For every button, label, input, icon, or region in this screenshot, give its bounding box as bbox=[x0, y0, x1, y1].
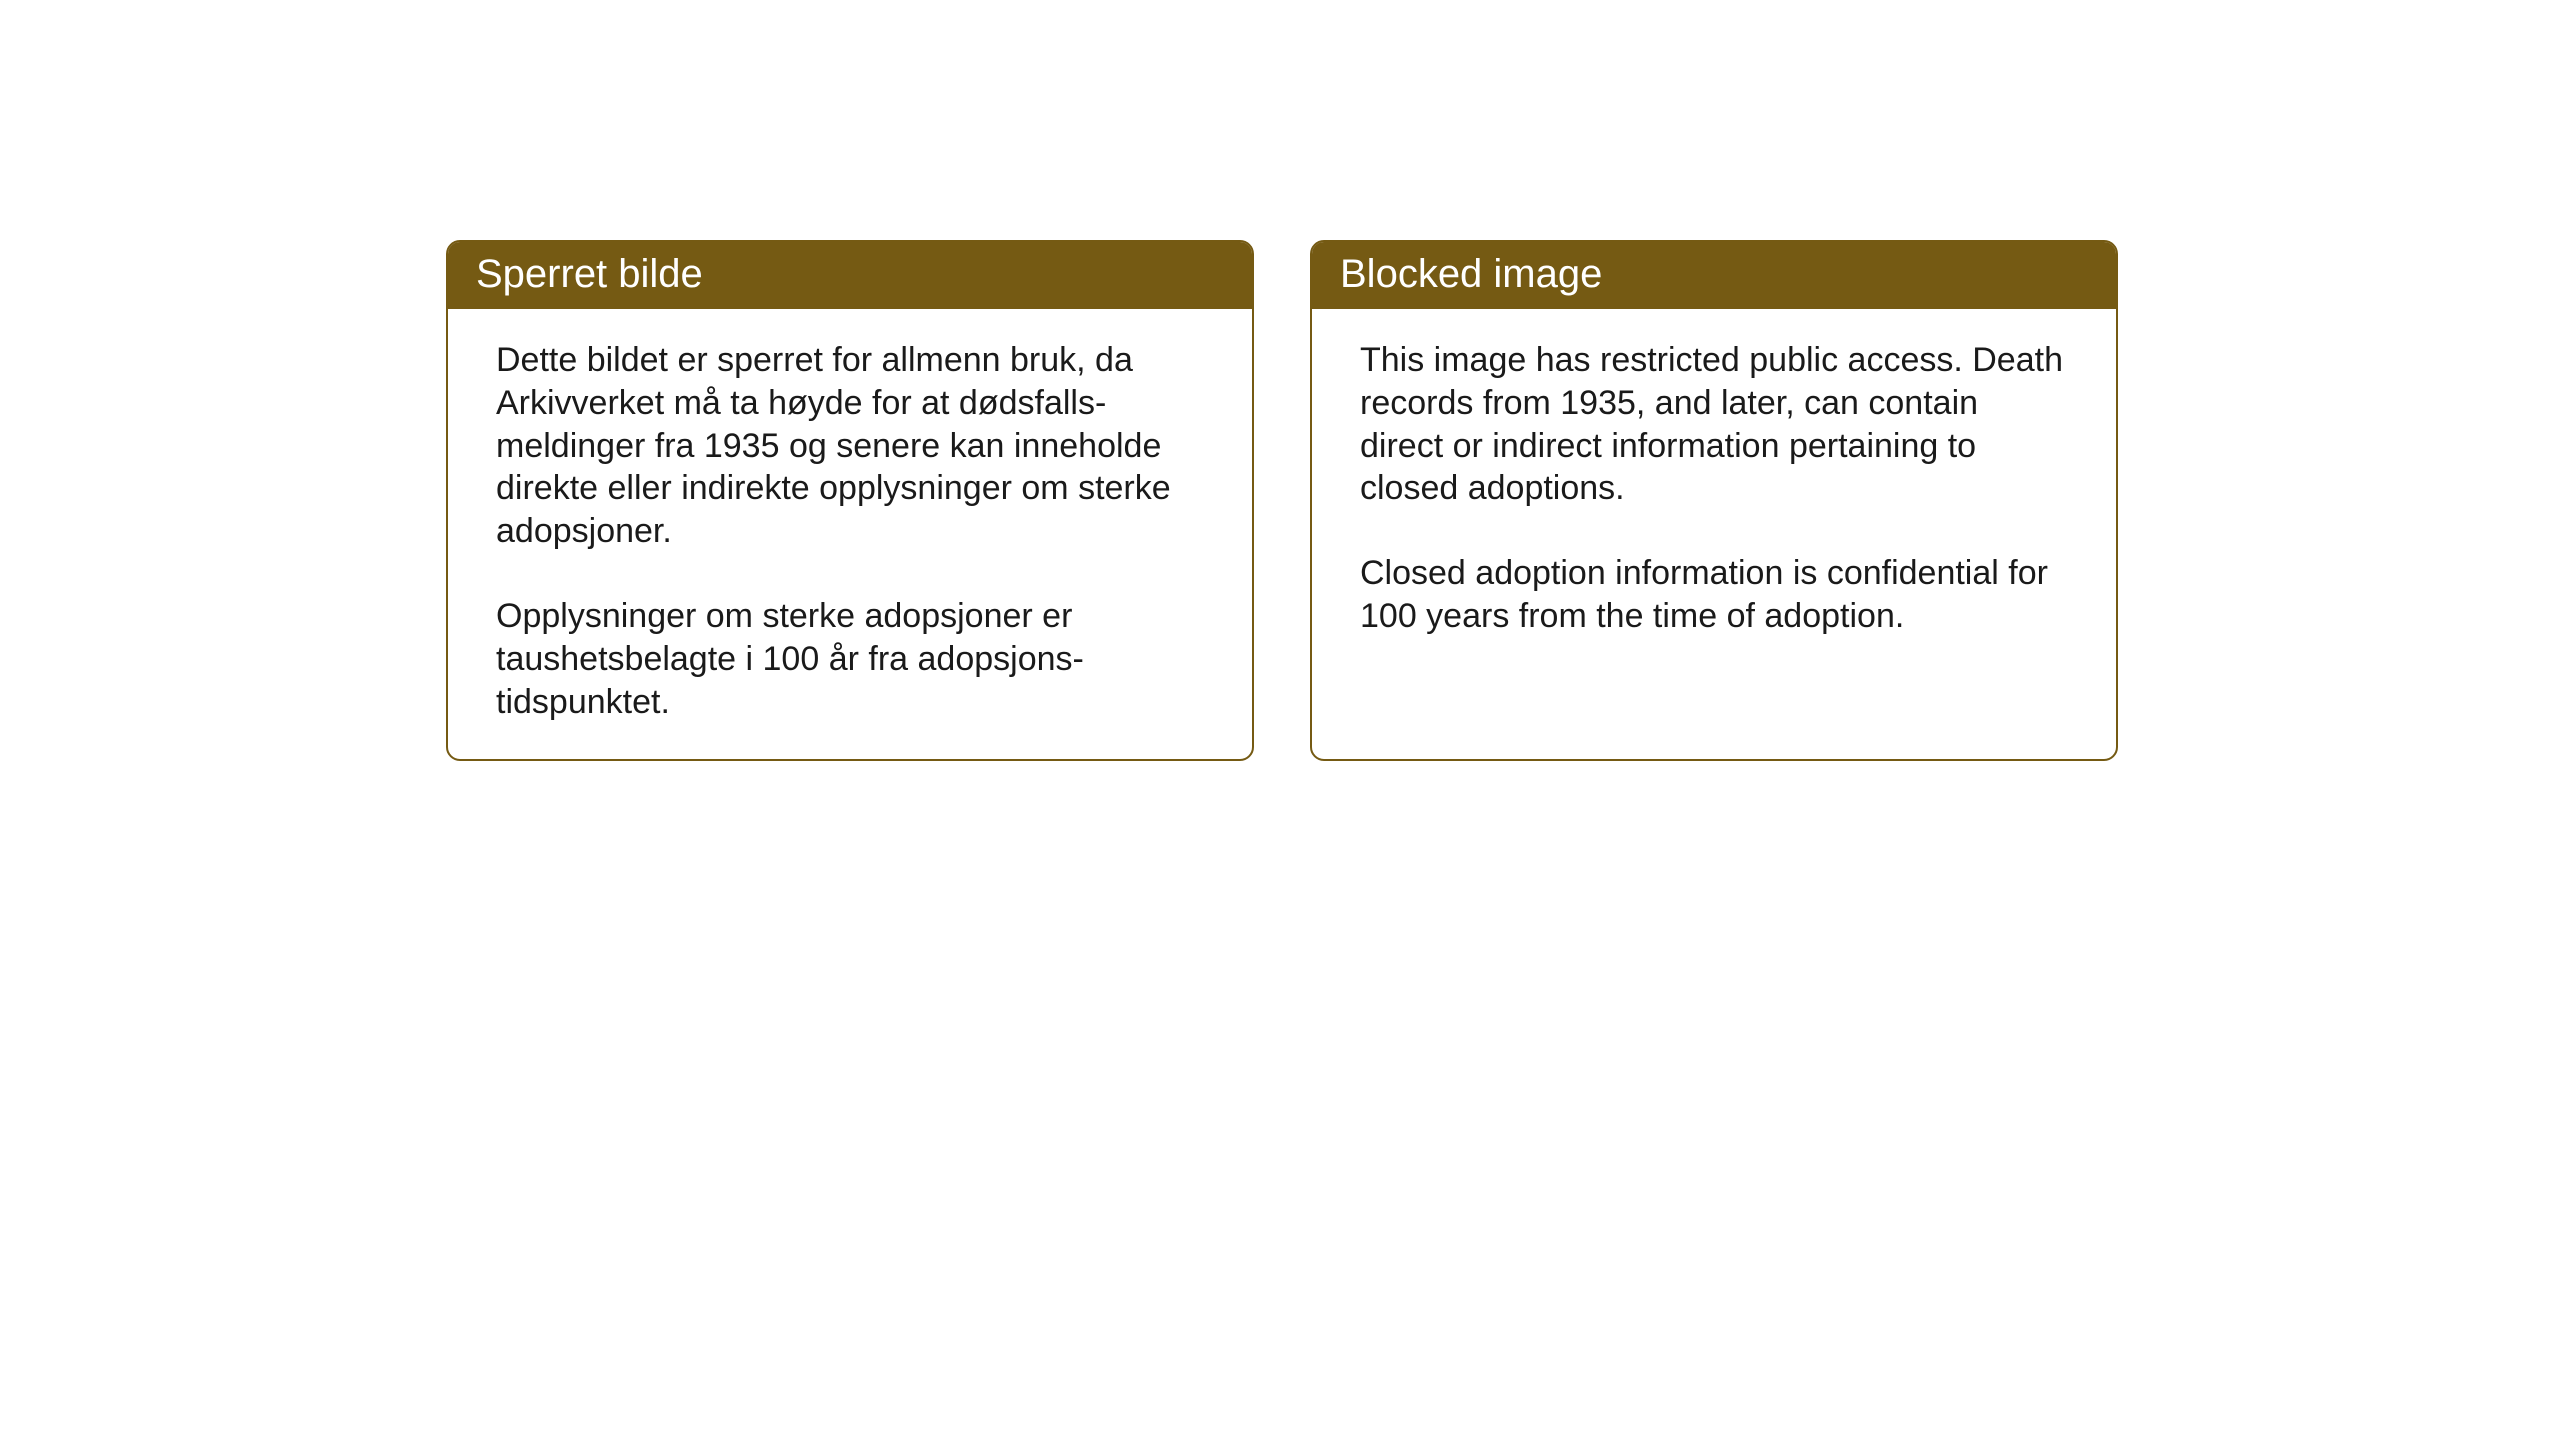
english-notice-card: Blocked image This image has restricted … bbox=[1310, 240, 2118, 761]
norwegian-paragraph-2: Opplysninger om sterke adopsjoner er tau… bbox=[496, 595, 1204, 723]
norwegian-card-title: Sperret bilde bbox=[448, 242, 1252, 309]
notice-container: Sperret bilde Dette bildet er sperret fo… bbox=[446, 240, 2118, 761]
norwegian-paragraph-1: Dette bildet er sperret for allmenn bruk… bbox=[496, 339, 1204, 553]
english-card-title: Blocked image bbox=[1312, 242, 2116, 309]
norwegian-notice-card: Sperret bilde Dette bildet er sperret fo… bbox=[446, 240, 1254, 761]
norwegian-card-body: Dette bildet er sperret for allmenn bruk… bbox=[448, 309, 1252, 759]
english-card-body: This image has restricted public access.… bbox=[1312, 309, 2116, 759]
english-paragraph-1: This image has restricted public access.… bbox=[1360, 339, 2068, 510]
english-paragraph-2: Closed adoption information is confident… bbox=[1360, 552, 2068, 638]
